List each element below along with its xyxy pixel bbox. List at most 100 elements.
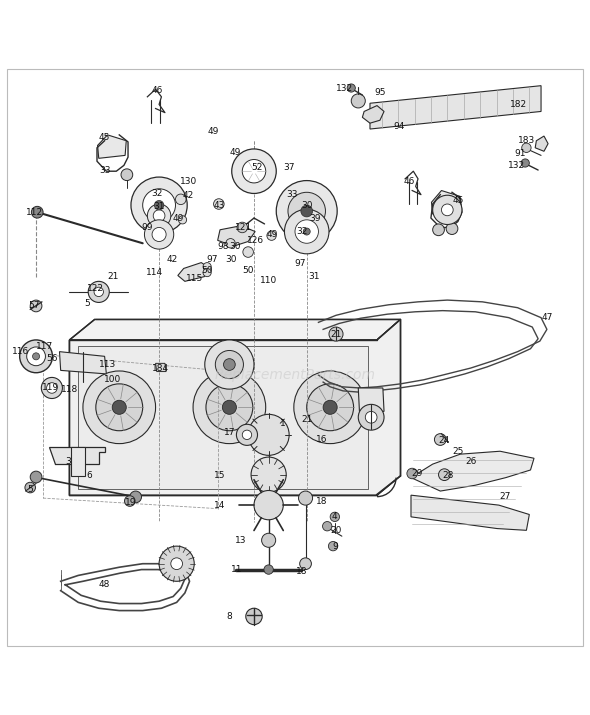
Circle shape [88, 281, 109, 302]
Circle shape [83, 371, 156, 443]
Polygon shape [218, 226, 255, 246]
Text: 3: 3 [65, 458, 71, 466]
Circle shape [145, 220, 173, 249]
Text: 5: 5 [27, 485, 33, 494]
Text: 28: 28 [443, 471, 454, 480]
Polygon shape [97, 135, 126, 158]
Text: 132: 132 [336, 84, 353, 92]
Polygon shape [362, 106, 384, 123]
Polygon shape [178, 262, 210, 281]
Text: 132: 132 [508, 161, 525, 170]
Circle shape [323, 521, 332, 531]
Circle shape [301, 205, 313, 217]
Circle shape [432, 195, 462, 225]
Text: 21: 21 [108, 272, 119, 281]
Text: 30: 30 [230, 242, 241, 251]
Text: 31: 31 [308, 272, 320, 281]
Text: 24: 24 [439, 436, 450, 445]
Circle shape [41, 378, 63, 398]
Polygon shape [156, 363, 166, 372]
Text: 6: 6 [86, 471, 91, 480]
Text: 14: 14 [214, 500, 226, 510]
Circle shape [159, 546, 194, 581]
Circle shape [295, 220, 319, 243]
Circle shape [288, 192, 326, 230]
Circle shape [264, 565, 273, 574]
Polygon shape [71, 447, 86, 476]
Text: 100: 100 [104, 375, 121, 384]
Polygon shape [60, 352, 106, 374]
Circle shape [47, 383, 57, 393]
Text: 20: 20 [330, 526, 342, 535]
Circle shape [521, 159, 529, 167]
Circle shape [171, 558, 182, 570]
Circle shape [131, 177, 187, 233]
Circle shape [232, 149, 276, 194]
Polygon shape [431, 190, 460, 214]
Circle shape [329, 327, 343, 341]
Circle shape [206, 384, 253, 430]
Text: 49: 49 [172, 214, 183, 222]
Circle shape [246, 608, 262, 625]
Circle shape [148, 204, 171, 227]
Polygon shape [377, 320, 401, 495]
Circle shape [30, 300, 42, 312]
Text: 31: 31 [153, 202, 165, 211]
Text: 114: 114 [146, 268, 163, 277]
Text: 183: 183 [518, 137, 535, 145]
Circle shape [96, 384, 143, 430]
Text: 126: 126 [247, 236, 264, 245]
Text: 97: 97 [206, 255, 218, 264]
Circle shape [323, 400, 337, 414]
Text: 119: 119 [41, 383, 59, 393]
Text: 43: 43 [213, 201, 225, 209]
Polygon shape [49, 447, 104, 464]
Text: 48: 48 [99, 581, 110, 589]
Text: 122: 122 [87, 284, 104, 293]
Text: ReplacementParts.com: ReplacementParts.com [215, 368, 375, 382]
Text: 16: 16 [316, 435, 327, 444]
Circle shape [299, 491, 313, 505]
Circle shape [124, 495, 135, 506]
Text: 50: 50 [242, 266, 254, 275]
Circle shape [276, 181, 337, 242]
Text: 5: 5 [84, 299, 90, 308]
Circle shape [242, 159, 266, 183]
Circle shape [307, 384, 353, 430]
Polygon shape [358, 388, 384, 411]
Circle shape [330, 512, 339, 521]
Circle shape [143, 189, 175, 222]
Text: 26: 26 [465, 458, 477, 466]
Text: 37: 37 [283, 162, 295, 172]
Circle shape [284, 209, 329, 254]
Circle shape [329, 541, 337, 551]
Text: 30: 30 [301, 201, 313, 209]
Text: 13: 13 [235, 536, 247, 545]
Text: 52: 52 [251, 162, 263, 172]
Text: 117: 117 [35, 342, 53, 352]
Circle shape [254, 490, 283, 520]
Text: 17: 17 [224, 428, 235, 437]
Circle shape [300, 558, 312, 570]
Text: 39: 39 [310, 214, 321, 222]
Text: 33: 33 [99, 166, 110, 174]
Circle shape [112, 400, 126, 414]
Circle shape [222, 400, 237, 414]
Circle shape [351, 94, 365, 108]
Circle shape [30, 471, 42, 483]
Circle shape [248, 414, 289, 455]
Circle shape [155, 200, 164, 210]
Polygon shape [70, 340, 377, 495]
Text: 42: 42 [166, 255, 178, 264]
Polygon shape [70, 320, 401, 495]
Circle shape [347, 84, 355, 92]
Circle shape [243, 247, 254, 257]
Circle shape [446, 223, 458, 235]
Text: 91: 91 [515, 149, 526, 158]
Text: 116: 116 [12, 347, 30, 356]
Text: 9: 9 [332, 542, 337, 551]
Text: 27: 27 [499, 493, 510, 501]
Text: 97: 97 [294, 260, 306, 268]
Circle shape [358, 405, 384, 430]
Circle shape [215, 350, 244, 378]
